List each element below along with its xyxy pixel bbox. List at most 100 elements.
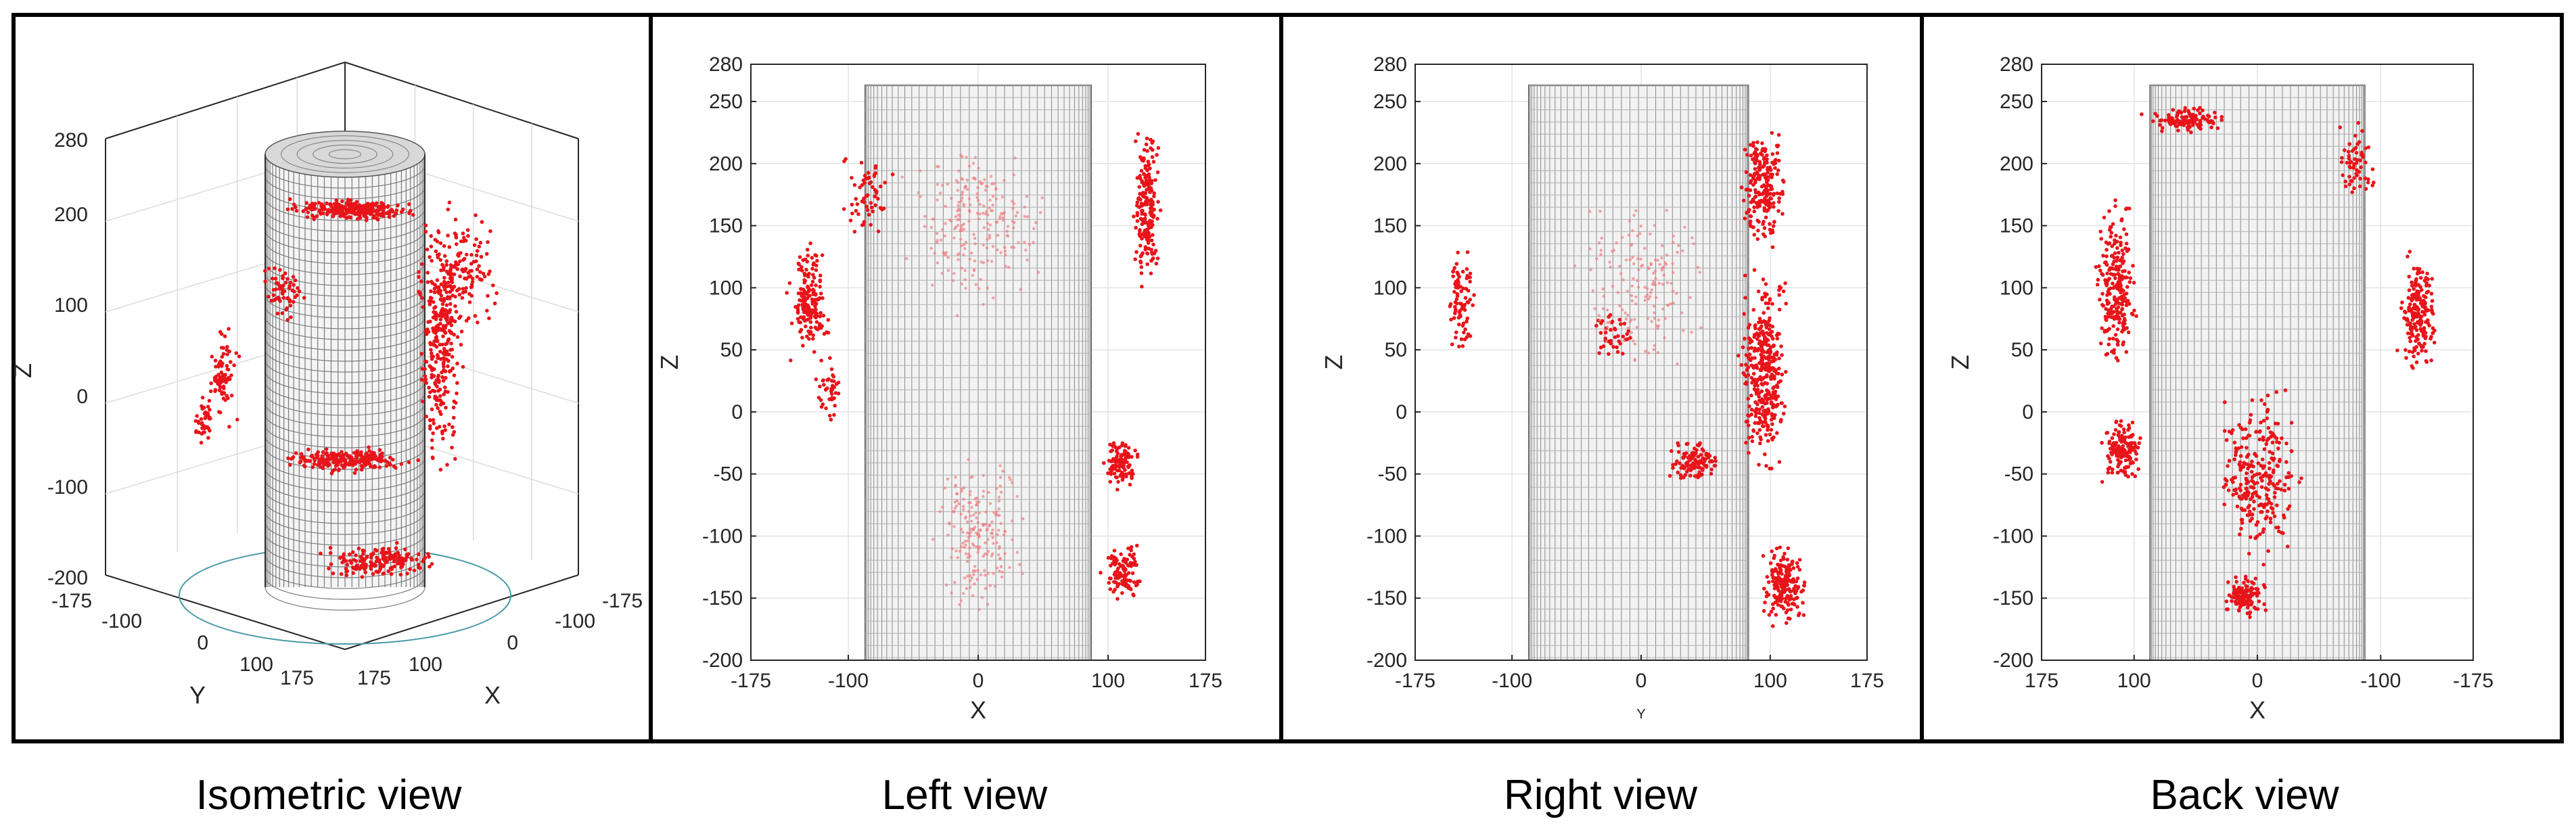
data-point	[455, 310, 459, 314]
data-point	[963, 576, 966, 579]
data-point	[284, 308, 288, 312]
data-point	[2260, 510, 2264, 514]
data-point	[1136, 219, 1140, 223]
data-point	[471, 277, 475, 281]
data-point	[2113, 277, 2117, 281]
data-point	[1762, 277, 1766, 281]
data-point	[263, 279, 267, 283]
data-point	[2270, 502, 2274, 506]
data-point	[461, 296, 465, 300]
data-point	[1787, 603, 1791, 607]
data-point	[434, 360, 438, 364]
data-point	[439, 258, 443, 262]
data-point	[1671, 466, 1675, 470]
data-point	[452, 333, 456, 337]
data-point	[1113, 471, 1117, 476]
data-point	[1798, 568, 1802, 572]
data-point	[342, 453, 346, 457]
data-point	[853, 230, 857, 234]
data-point	[1782, 290, 1786, 294]
data-point	[2245, 436, 2249, 440]
data-point	[1611, 345, 1615, 349]
data-point	[965, 156, 967, 158]
data-point	[978, 532, 980, 535]
data-point	[2358, 177, 2362, 181]
data-point	[407, 202, 411, 206]
data-point	[2258, 438, 2262, 442]
data-point	[873, 194, 877, 198]
data-point	[959, 229, 961, 232]
y-tick-label: -100	[1366, 525, 1407, 547]
data-point	[1772, 344, 1776, 348]
data-point	[2249, 603, 2253, 607]
data-point	[988, 206, 990, 209]
data-point	[1768, 375, 1772, 379]
data-point	[1468, 280, 1472, 284]
data-point	[814, 311, 818, 315]
y-tick-label: 50	[1385, 339, 1407, 361]
data-point	[1796, 576, 1800, 580]
data-point	[862, 220, 867, 224]
data-point	[1109, 459, 1113, 463]
data-point	[445, 303, 449, 307]
data-point	[2249, 413, 2253, 417]
data-point	[811, 337, 815, 341]
data-point	[1619, 272, 1622, 275]
data-point	[952, 237, 955, 239]
data-point	[2273, 495, 2277, 499]
data-point	[2268, 480, 2272, 484]
data-point	[961, 267, 963, 269]
data-point	[439, 402, 443, 407]
data-point	[364, 212, 368, 216]
data-point	[2250, 586, 2254, 590]
data-point	[2418, 315, 2422, 319]
data-point	[990, 520, 993, 523]
data-point	[829, 418, 833, 422]
data-point	[1628, 233, 1630, 236]
data-point	[1758, 442, 1762, 446]
data-point	[1744, 441, 1748, 445]
data-point	[416, 459, 420, 463]
data-point	[818, 322, 822, 326]
data-point	[1772, 192, 1776, 196]
data-point	[2196, 108, 2200, 112]
data-point	[2159, 119, 2163, 123]
y-tick-label: -150	[1366, 587, 1407, 609]
data-point	[421, 367, 425, 371]
data-point	[1597, 351, 1601, 355]
x-tick-label: 100	[1753, 670, 1787, 692]
data-point	[1113, 588, 1117, 592]
data-point	[869, 201, 873, 205]
data-point	[2430, 308, 2434, 312]
data-point	[870, 206, 874, 210]
data-point	[990, 209, 992, 212]
data-point	[1667, 304, 1670, 306]
data-point	[2406, 254, 2410, 258]
data-point	[229, 373, 233, 377]
data-point	[462, 239, 466, 244]
data-point	[1467, 301, 1471, 305]
data-point	[952, 525, 955, 528]
data-point	[1676, 251, 1678, 254]
data-point	[1132, 214, 1136, 218]
data-point	[2130, 472, 2134, 476]
data-point	[2353, 134, 2358, 138]
data-point	[2124, 466, 2128, 470]
data-point	[354, 467, 359, 471]
data-point	[1803, 580, 1807, 584]
data-point	[2116, 340, 2120, 344]
data-point	[946, 534, 949, 536]
data-point	[818, 285, 822, 289]
data-point	[208, 415, 212, 419]
data-point	[2248, 510, 2252, 514]
data-point	[2117, 431, 2121, 435]
data-point	[970, 506, 973, 509]
data-point	[1109, 563, 1113, 568]
data-point	[1130, 474, 1134, 478]
data-point	[449, 342, 453, 346]
data-point	[2358, 185, 2362, 189]
data-point	[435, 398, 439, 402]
data-point	[461, 287, 465, 291]
data-point	[1621, 236, 1624, 239]
data-point	[441, 328, 445, 332]
